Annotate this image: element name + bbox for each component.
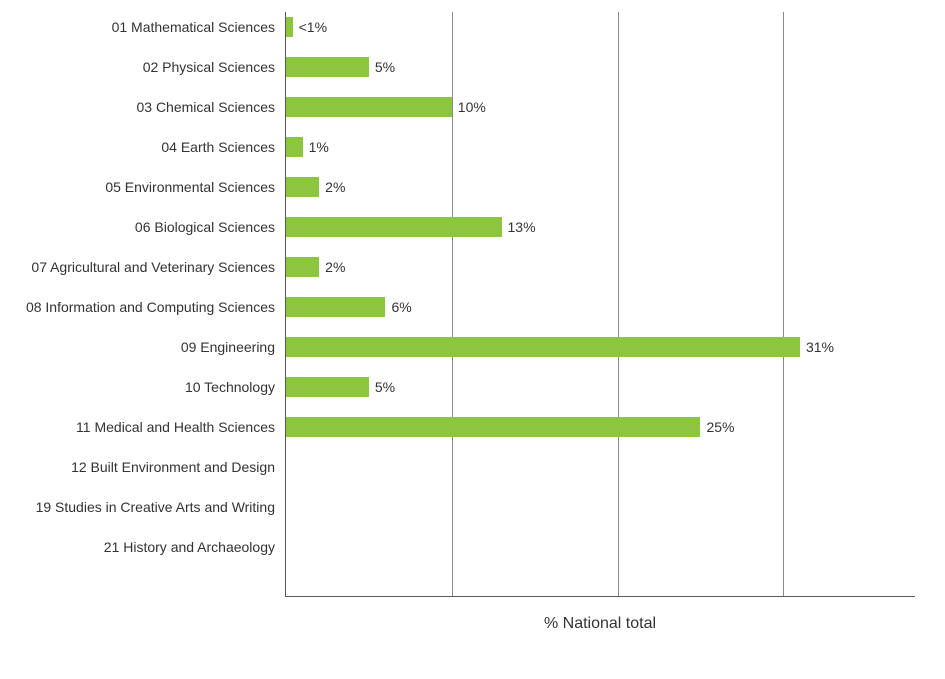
category-label: 10 Technology bbox=[0, 379, 275, 395]
value-label: 6% bbox=[391, 299, 411, 315]
bar-row: 1% bbox=[286, 137, 329, 157]
value-label: 1% bbox=[309, 139, 329, 155]
bar-row: 31% bbox=[286, 337, 834, 357]
category-label: 02 Physical Sciences bbox=[0, 59, 275, 75]
bar bbox=[286, 257, 319, 277]
chart-container: <1% 5% 10% 1% 2% 13% 2% 6% 31% 5% 25% 01 Mathemati… bbox=[0, 0, 945, 679]
category-label: 09 Engineering bbox=[0, 339, 275, 355]
bar bbox=[286, 177, 319, 197]
category-label: 12 Built Environment and Design bbox=[0, 459, 275, 475]
value-label: 13% bbox=[508, 219, 536, 235]
bar-row: <1% bbox=[286, 17, 327, 37]
gridline bbox=[618, 12, 619, 596]
category-label: 01 Mathematical Sciences bbox=[0, 19, 275, 35]
category-label: 07 Agricultural and Veterinary Sciences bbox=[0, 259, 275, 275]
bar bbox=[286, 57, 369, 77]
bar-row: 2% bbox=[286, 177, 345, 197]
bar-row: 2% bbox=[286, 257, 345, 277]
category-label: 03 Chemical Sciences bbox=[0, 99, 275, 115]
bar-row: 25% bbox=[286, 417, 735, 437]
bar bbox=[286, 297, 385, 317]
bar-row: 6% bbox=[286, 297, 412, 317]
plot-area: <1% 5% 10% 1% 2% 13% 2% 6% 31% 5% 25% bbox=[285, 12, 915, 597]
bar-row: 5% bbox=[286, 57, 395, 77]
bar-row: 13% bbox=[286, 217, 536, 237]
bar bbox=[286, 337, 800, 357]
value-label: 10% bbox=[458, 99, 486, 115]
value-label: 5% bbox=[375, 59, 395, 75]
value-label: 25% bbox=[706, 419, 734, 435]
category-label: 06 Biological Sciences bbox=[0, 219, 275, 235]
value-label: 2% bbox=[325, 179, 345, 195]
category-label: 05 Environmental Sciences bbox=[0, 179, 275, 195]
value-label: 31% bbox=[806, 339, 834, 355]
value-label: 5% bbox=[375, 379, 395, 395]
bar bbox=[286, 137, 303, 157]
category-label: 19 Studies in Creative Arts and Writing bbox=[0, 499, 275, 515]
bar-row: 5% bbox=[286, 377, 395, 397]
value-label: 2% bbox=[325, 259, 345, 275]
bar bbox=[286, 97, 452, 117]
bar-row: 10% bbox=[286, 97, 486, 117]
category-label: 21 History and Archaeology bbox=[0, 539, 275, 555]
category-label: 11 Medical and Health Sciences bbox=[0, 419, 275, 435]
bar bbox=[286, 377, 369, 397]
value-label: <1% bbox=[299, 19, 327, 35]
bar bbox=[286, 217, 502, 237]
gridline bbox=[783, 12, 784, 596]
bar bbox=[286, 17, 293, 37]
category-label: 04 Earth Sciences bbox=[0, 139, 275, 155]
category-label: 08 Information and Computing Sciences bbox=[0, 299, 275, 315]
bar bbox=[286, 417, 700, 437]
x-axis-title: % National total bbox=[285, 615, 915, 633]
